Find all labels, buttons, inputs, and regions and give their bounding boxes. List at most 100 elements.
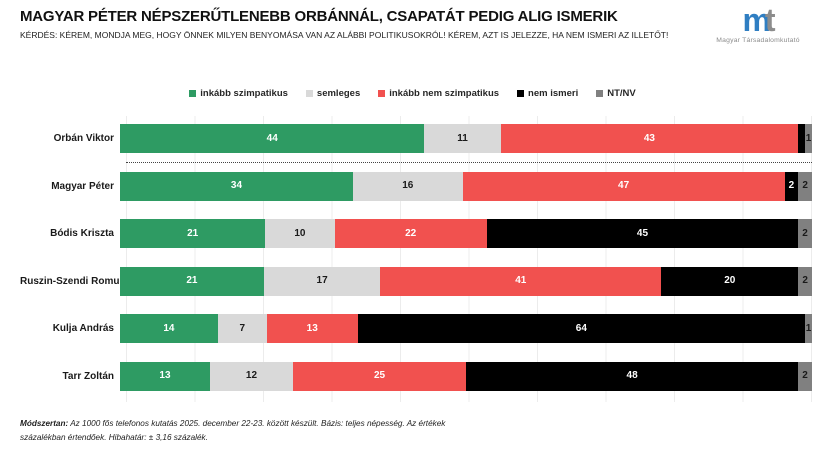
dotted-separator-line <box>126 162 812 163</box>
category-label: Bódis Kriszta <box>50 228 114 239</box>
legend-item: NT/NV <box>596 88 636 99</box>
page-subtitle: KÉRDÉS: KÉREM, MONDJA MEG, HOGY ÖNNEK MI… <box>20 30 669 40</box>
legend-item: semleges <box>305 88 361 99</box>
bar-value-label: 34 <box>230 180 243 191</box>
bar-value-label: 25 <box>373 370 386 381</box>
methodology-note: Módszertan: Az 1000 fős telefonos kutatá… <box>20 417 470 444</box>
bar-value-label: 21 <box>186 275 198 286</box>
chart-row: Magyar Péter 34 16 47 2 2 <box>20 171 812 201</box>
bar-value-label: 13 <box>159 370 171 381</box>
bar-segment: 7 <box>217 314 267 343</box>
page-title: MAGYAR PÉTER NÉPSZERŰTLENEBB ORBÁNNÁL, C… <box>20 8 618 25</box>
bar-segment: 22 <box>334 219 487 248</box>
header: MAGYAR PÉTER NÉPSZERŰTLENEBB ORBÁNNÁL, C… <box>20 8 710 41</box>
methodology-text: Az 1000 fős telefonos kutatás 2025. dece… <box>20 419 446 442</box>
bar-segment: 34 <box>120 171 353 201</box>
category-label: Kulja András <box>52 323 114 334</box>
legend-color-swatch <box>189 90 197 97</box>
logo-letter-m: m <box>742 2 770 38</box>
category-label: Tarr Zoltán <box>62 370 114 382</box>
bar-segment <box>798 124 806 153</box>
bar-value-label: 13 <box>306 322 318 334</box>
bar-value-label: 20 <box>724 275 736 286</box>
legend-item: inkább nem szimpatikus <box>378 88 499 99</box>
bar-value-label: 17 <box>316 275 328 286</box>
bar-value-label: 16 <box>402 180 414 191</box>
org-logo: mt Magyar Társadalomkutató <box>703 4 813 44</box>
bar-segment: 16 <box>352 171 463 201</box>
bar-segment: 1 <box>805 124 813 153</box>
bar-segment: 10 <box>265 219 335 248</box>
bar-segment: 41 <box>380 266 662 296</box>
bar-segment: 64 <box>357 314 806 343</box>
stacked-bar: 13 12 25 48 2 <box>120 361 812 391</box>
bar-value-label: 44 <box>266 132 278 144</box>
chart-legend: inkább szimpatikus semleges inkább nem szi… <box>0 88 825 99</box>
legend-label: nem ismeri <box>528 88 579 99</box>
bar-value-label: 2 <box>788 180 795 191</box>
methodology-label: Módszertan: <box>20 419 69 428</box>
stacked-bar: 34 16 47 2 2 <box>120 171 812 201</box>
bar-value-label: 11 <box>457 132 468 144</box>
bar-segment: 2 <box>798 361 812 391</box>
bar-value-label: 43 <box>643 132 655 144</box>
legend-color-swatch <box>596 90 604 97</box>
bar-segment: 20 <box>661 266 799 296</box>
bar-segment: 21 <box>120 219 266 248</box>
bar-value-label: 2 <box>802 275 808 286</box>
bar-value-label: 21 <box>187 227 199 239</box>
bar-value-label: 41 <box>515 275 527 286</box>
bar-value-label: 10 <box>294 227 306 239</box>
legend-color-swatch <box>305 90 313 97</box>
bar-segment: 47 <box>462 171 785 201</box>
stacked-bar-chart: Orbán Viktor 44 11 43 1 Magyar Péter 34 16 47 2 2 B… <box>20 116 813 402</box>
legend-label: inkább szimpatikus <box>200 88 288 99</box>
chart-row: Orbán Viktor 44 11 43 1 <box>20 124 813 153</box>
org-logo-caption: Magyar Társadalomkutató <box>716 37 800 44</box>
bar-value-label: 48 <box>626 370 638 381</box>
bar-segment: 14 <box>120 314 218 343</box>
bar-segment: 13 <box>120 361 210 391</box>
legend-label: NT/NV <box>607 88 636 99</box>
chart-row: Bódis Kriszta 21 10 22 45 2 <box>20 219 812 248</box>
org-logo-mark: mt <box>703 4 813 36</box>
legend-label: semleges <box>316 88 361 99</box>
bar-value-label: 7 <box>239 322 246 334</box>
legend-color-swatch <box>378 90 386 97</box>
bar-value-label: 2 <box>802 180 808 191</box>
stacked-bar: 14 7 13 64 1 <box>120 314 812 343</box>
bar-value-label: 14 <box>163 322 175 334</box>
chart-row: Kulja András 14 7 13 64 1 <box>20 314 812 343</box>
bar-segment: 45 <box>486 219 799 248</box>
bar-value-label: 2 <box>802 227 808 239</box>
bar-value-label: 64 <box>575 322 587 334</box>
stacked-bar: 44 11 43 1 <box>120 124 813 153</box>
bar-value-label: 47 <box>618 180 630 191</box>
bar-segment: 21 <box>120 266 264 296</box>
bar-segment: 11 <box>424 124 501 153</box>
chart-row: Tarr Zoltán 13 12 25 48 2 <box>20 361 812 391</box>
bar-segment: 44 <box>120 124 425 153</box>
bar-value-label: 1 <box>805 322 812 334</box>
chart-rows: Orbán Viktor 44 11 43 1 Magyar Péter 34 16 47 2 2 B… <box>20 124 813 391</box>
bar-value-label: 1 <box>805 132 812 144</box>
bar-value-label: 12 <box>245 370 258 381</box>
legend-item: nem ismeri <box>517 88 578 99</box>
stacked-bar: 21 10 22 45 2 <box>120 219 812 248</box>
chart-row: Ruszin-Szendi Romulusz 21 17 41 20 2 <box>20 266 812 296</box>
bar-value-label: 2 <box>802 370 808 381</box>
bar-segment: 13 <box>266 314 358 343</box>
legend-color-swatch <box>517 90 525 97</box>
bar-segment: 12 <box>209 361 293 391</box>
bar-value-label: 45 <box>636 227 649 239</box>
bar-segment: 25 <box>293 361 466 391</box>
legend-label: inkább nem szimpatikus <box>389 88 500 99</box>
legend-item: inkább szimpatikus <box>189 88 288 99</box>
bar-segment: 2 <box>798 171 812 201</box>
bar-segment: 2 <box>798 266 812 296</box>
bar-segment: 2 <box>798 219 812 248</box>
bar-value-label: 22 <box>405 227 417 239</box>
chart-gridlines <box>126 116 812 402</box>
category-label: Orbán Viktor <box>53 133 114 144</box>
